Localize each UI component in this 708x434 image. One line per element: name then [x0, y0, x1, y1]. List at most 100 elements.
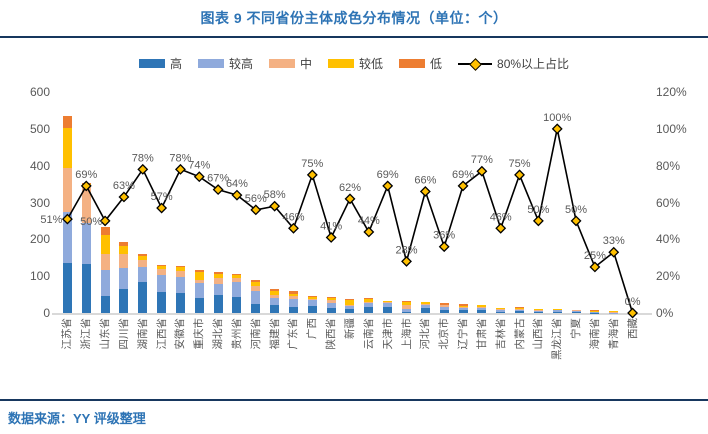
bar-segment-中: [138, 259, 148, 267]
bar-segment-中: [270, 294, 280, 298]
ratio-point-label: 78%: [132, 152, 154, 164]
bar-segment-较高: [552, 310, 562, 312]
bar-segment-高: [515, 311, 525, 313]
bar-segment-低: [307, 296, 317, 298]
bar-segment-高: [194, 297, 204, 313]
diamond-marker-icon: [250, 204, 262, 216]
bar-segment-较高: [138, 266, 148, 282]
bar-segment-较高: [515, 309, 525, 312]
bar-segment-较低: [552, 308, 562, 311]
bar-segment-低: [175, 265, 185, 267]
x-axis-label-新疆: 新疆: [344, 318, 356, 339]
bar-segment-中: [100, 254, 110, 270]
bar-segment-中: [383, 302, 393, 304]
bar-segment-高: [270, 305, 280, 313]
bar-segment-低: [439, 303, 449, 305]
x-axis-label-重庆市: 重庆市: [193, 318, 206, 350]
figure-title: 图表 9 不同省份主体成色分布情况（单位：个）: [200, 10, 508, 26]
bar-segment-较高: [439, 307, 449, 311]
diamond-marker-icon: [627, 307, 639, 319]
bar-segment-较高: [213, 283, 223, 296]
ratio-point-label: 67%: [207, 173, 229, 185]
x-axis-label-江西省: 江西省: [155, 318, 168, 350]
x-axis-label-河南省: 河南省: [249, 318, 262, 350]
bar-segment-较低: [420, 301, 430, 304]
bar-segment-低: [232, 273, 242, 275]
ratio-line-layer: 51%69%50%63%78%57%78%74%67%64%56%58%46%7…: [40, 112, 641, 319]
bar-segment-中: [477, 307, 487, 309]
bar-湖北省: [209, 272, 228, 313]
diamond-marker-icon: [514, 169, 525, 181]
x-axis-label-四川省: 四川省: [117, 318, 130, 350]
bar-新疆: [341, 299, 360, 313]
bar-segment-较低: [100, 234, 110, 255]
bar-segment-中: [232, 278, 242, 282]
x-axis-label-天津市: 天津市: [381, 318, 394, 350]
bar-segment-中: [364, 301, 374, 304]
ratio-point-label: 69%: [75, 169, 97, 181]
bar-segment-较高: [194, 282, 204, 298]
x-axis-label-云南省: 云南省: [362, 318, 375, 350]
bar-segment-中: [62, 168, 72, 213]
bar-segment-较低: [175, 267, 185, 272]
bar-segment-高: [81, 264, 91, 313]
diamond-marker-icon: [532, 215, 544, 227]
diamond-marker-icon: [438, 241, 450, 253]
bar-segment-中: [251, 286, 261, 291]
bar-segment-中: [496, 308, 506, 310]
right-axis-tick: 20%: [656, 269, 681, 284]
bar-segment-高: [251, 304, 261, 313]
bar-segment-较高: [402, 309, 411, 312]
bar-segment-较低: [251, 282, 261, 287]
bar-青海省: [604, 311, 623, 313]
bar-江西省: [152, 264, 171, 313]
bar-segment-较高: [383, 303, 393, 308]
bar-segment-高: [345, 309, 355, 313]
bar-segment-高: [232, 297, 242, 313]
legend-item-1: 较高: [197, 55, 253, 72]
bar-segment-较低: [194, 271, 204, 280]
diamond-marker-icon: [476, 165, 488, 177]
x-axis-label-陕西省: 陕西省: [325, 318, 338, 350]
bar-segment-中: [439, 305, 449, 308]
x-axis-label-江苏省: 江苏省: [61, 318, 74, 350]
bar-segment-中: [81, 186, 91, 224]
diamond-marker-icon: [457, 180, 469, 192]
ratio-point-label: 74%: [188, 160, 210, 172]
diamond-marker-icon: [269, 200, 281, 212]
right-axis-tick: 100%: [656, 121, 687, 136]
diamond-marker-icon: [306, 169, 318, 181]
bar-北京市: [435, 303, 454, 313]
bar-贵州省: [228, 273, 247, 313]
bar-segment-高: [307, 305, 317, 313]
legend-label: 80%以上占比: [497, 57, 570, 71]
ratio-point-label: 25%: [584, 250, 606, 262]
ratio-point-label: 56%: [245, 193, 267, 205]
bar-segment-高: [119, 289, 129, 313]
bar-segment-中: [119, 254, 129, 269]
bar-segment-中: [533, 310, 543, 311]
bar-segment-较低: [590, 310, 600, 312]
diamond-marker-icon: [363, 226, 375, 238]
diamond-marker-icon: [80, 180, 92, 192]
legend-item-0: 高: [138, 55, 182, 72]
bar-segment-较低: [232, 274, 242, 279]
bar-segment-较高: [62, 212, 72, 264]
legend-swatch-icon: [327, 59, 354, 68]
bar-segment-高: [326, 308, 336, 313]
x-axis-label-上海市: 上海市: [400, 318, 413, 350]
ratio-point-label: 100%: [543, 112, 571, 124]
ratio-point-label: 77%: [471, 154, 493, 166]
bar-segment-较低: [307, 297, 317, 300]
ratio-point-label: 69%: [377, 169, 399, 181]
ratio-point-label: 46%: [282, 211, 304, 223]
ratio-point-label: 50%: [527, 204, 549, 216]
diamond-marker-icon: [382, 180, 394, 192]
data-source: 数据来源：YY 评级整理: [8, 411, 146, 426]
bar-segment-中: [402, 304, 411, 310]
x-axis-baseline: [52, 313, 652, 315]
diamond-marker-icon: [570, 215, 582, 227]
legend-swatch-icon: [268, 59, 295, 68]
bar-segment-较高: [119, 268, 129, 290]
diamond-marker-icon: [608, 246, 620, 258]
